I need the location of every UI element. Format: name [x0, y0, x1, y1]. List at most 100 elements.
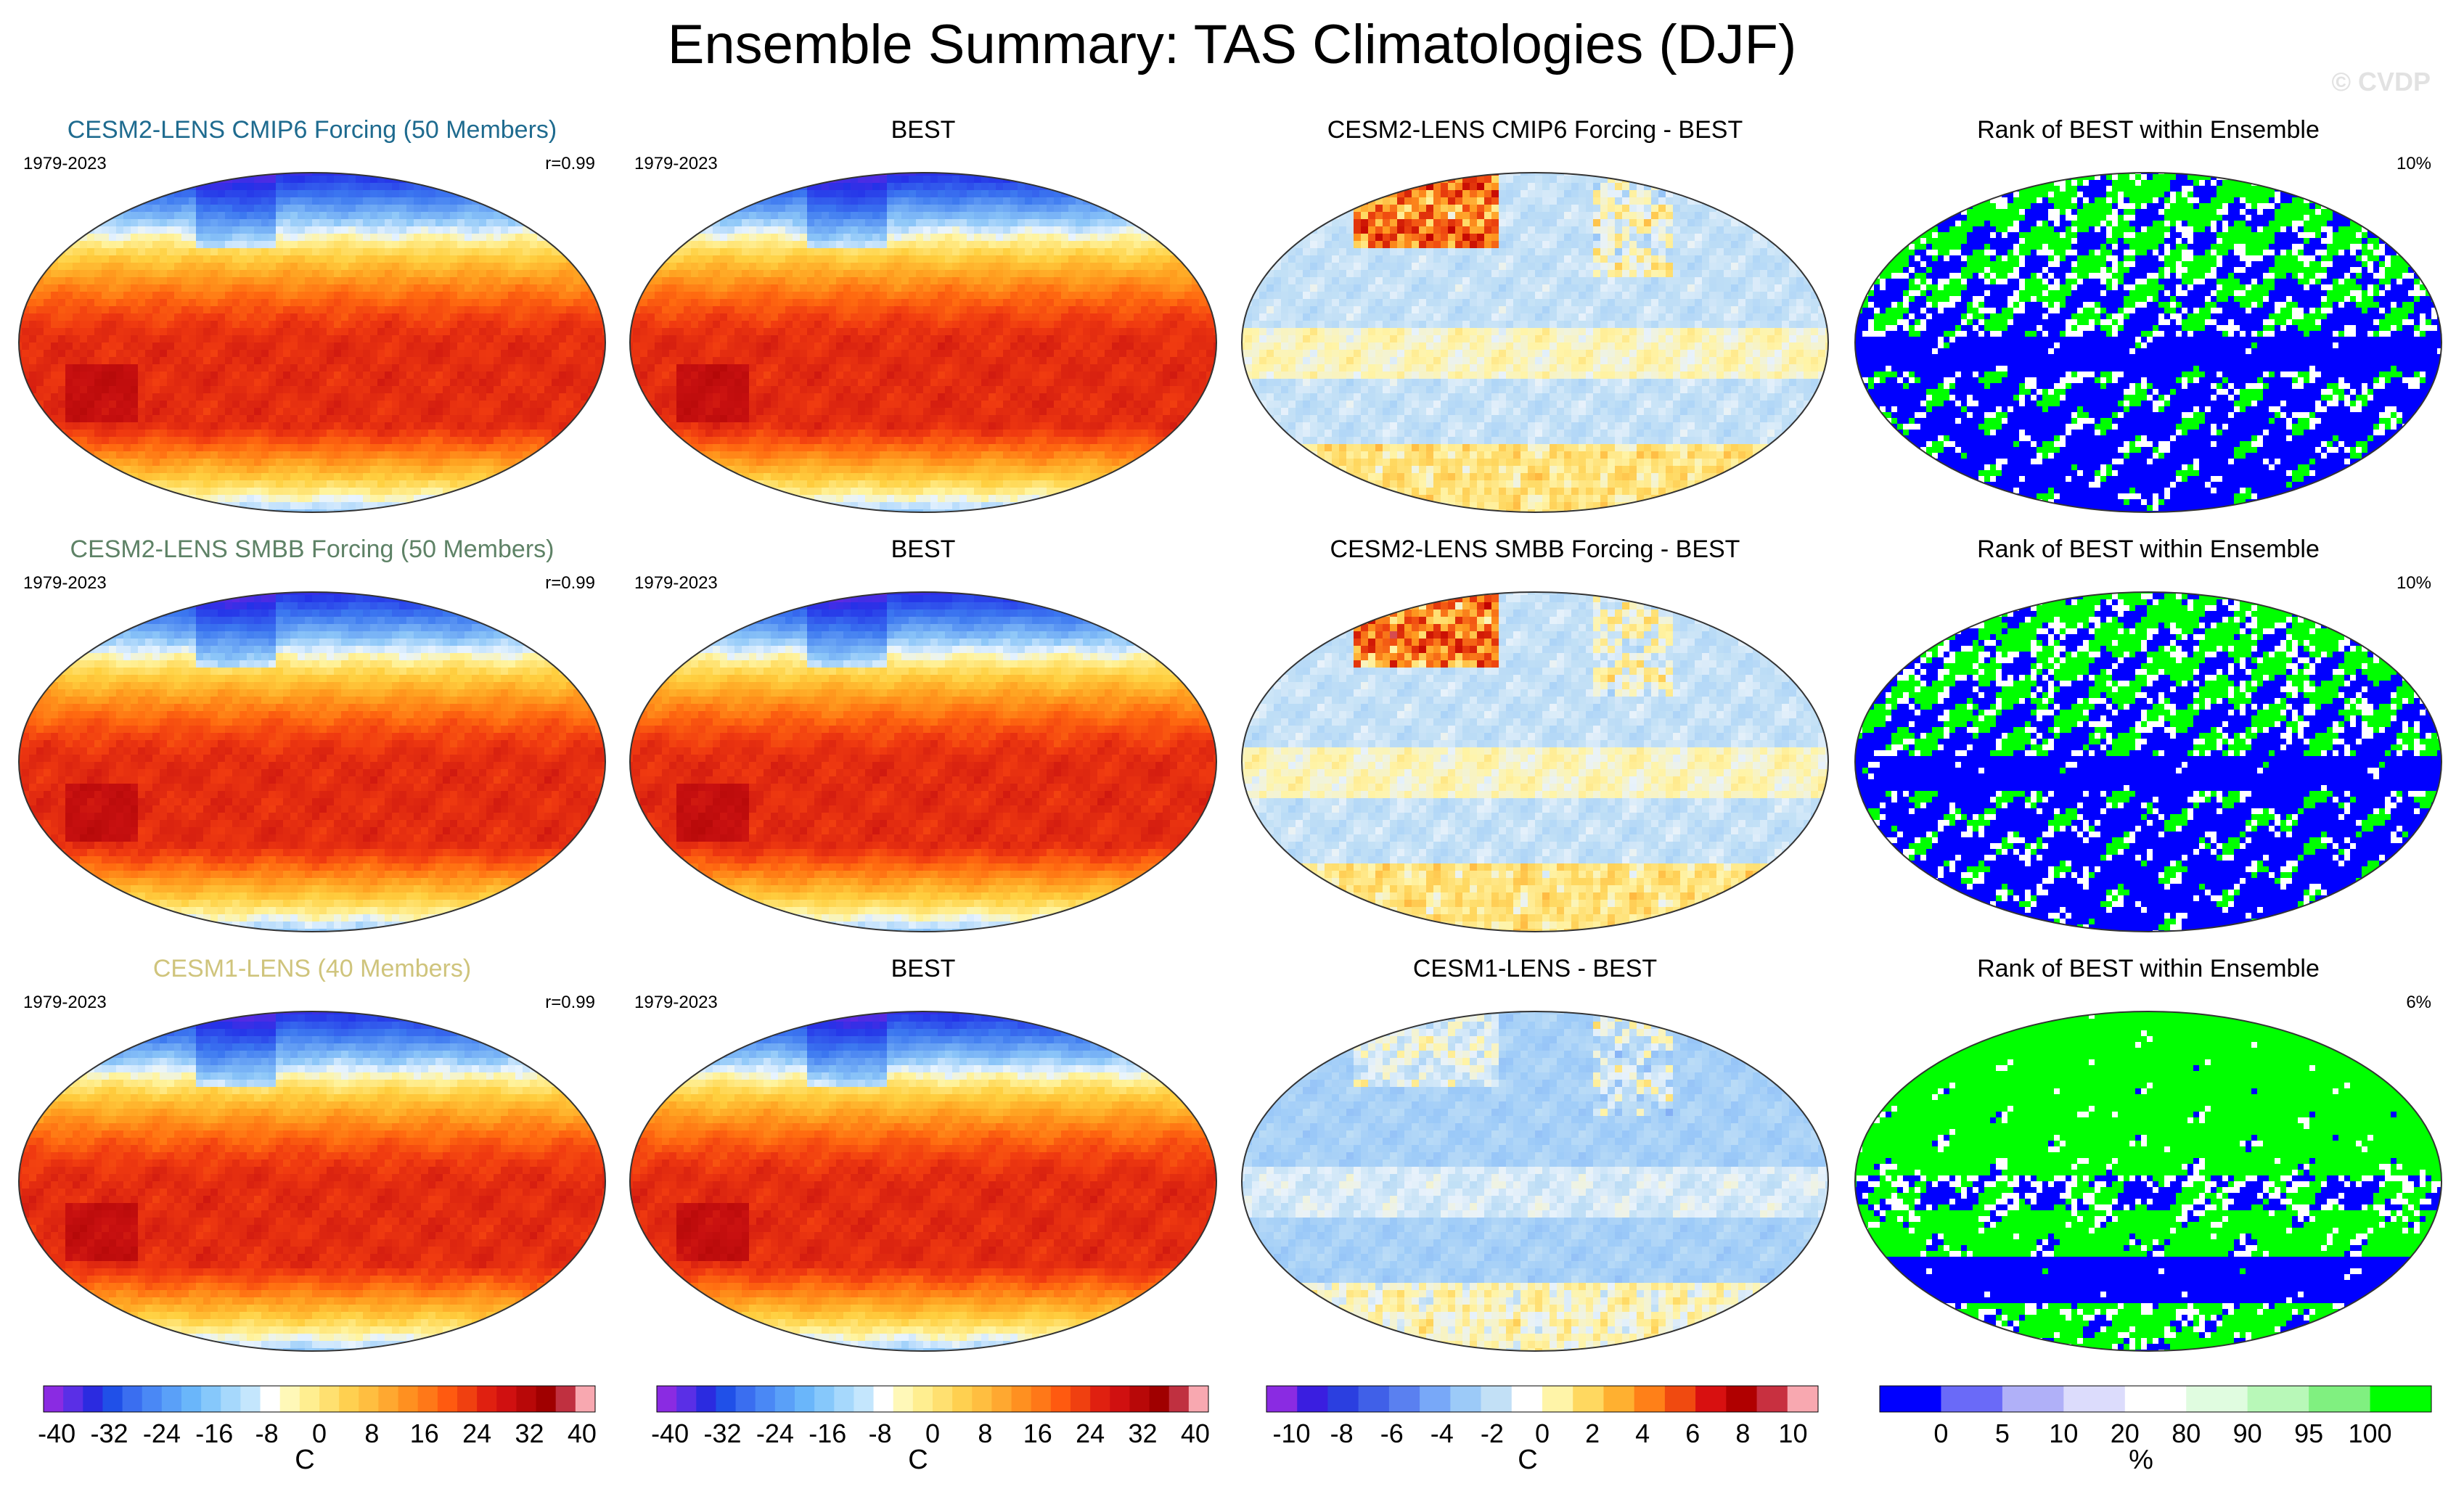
- colorbar-swatch: [2063, 1386, 2126, 1412]
- globe-outline: [629, 172, 1217, 513]
- globe-map: [1241, 1011, 1829, 1352]
- colorbar-tick-label: 20: [2111, 1419, 2140, 1448]
- colorbar-swatch: [63, 1386, 83, 1412]
- colorbar-tick-label: 24: [462, 1419, 491, 1448]
- globe-map: [1854, 172, 2442, 513]
- panel-period: 1979-2023: [634, 993, 718, 1013]
- colorbar-swatch: [1573, 1386, 1604, 1412]
- colorbar-swatch: [1149, 1386, 1170, 1412]
- colorbar-tick-label: 80: [2172, 1419, 2201, 1448]
- colorbar-swatch: [1071, 1386, 1091, 1412]
- globe-outline: [1854, 1011, 2442, 1352]
- colorbar-swatch: [814, 1386, 835, 1412]
- panel-stat: 6%: [2406, 993, 2431, 1013]
- colorbar-swatch: [657, 1386, 677, 1412]
- colorbar-tick-label: 90: [2233, 1419, 2262, 1448]
- map-panel-r3-c4: Rank of BEST within Ensemble 6%: [1851, 955, 2446, 1361]
- colorbar-tick-label: 95: [2294, 1419, 2323, 1448]
- colorbar-tick-label: 8: [1735, 1419, 1750, 1448]
- panel-title: CESM2-LENS CMIP6 Forcing - BEST: [1237, 116, 1833, 144]
- colorbar-tick-label: 10: [1778, 1419, 1807, 1448]
- colorbar-swatch: [1090, 1386, 1110, 1412]
- panel-title: CESM2-LENS SMBB Forcing (50 Members): [15, 535, 610, 564]
- panel-title: CESM2-LENS SMBB Forcing - BEST: [1237, 535, 1833, 564]
- colorbar-swatch: [221, 1386, 241, 1412]
- globe-outline: [18, 1011, 606, 1352]
- colorbar-swatch: [1695, 1386, 1727, 1412]
- colorbar-tick-label: -24: [756, 1419, 794, 1448]
- colorbar-swatch: [437, 1386, 458, 1412]
- panel-period: 1979-2023: [634, 154, 718, 174]
- colorbar-swatch: [1388, 1386, 1420, 1412]
- colorbar-tick-label: 0: [1535, 1419, 1550, 1448]
- colorbar-tick-label: 4: [1635, 1419, 1650, 1448]
- globe-outline: [629, 1011, 1217, 1352]
- colorbar-tick-label: 6: [1685, 1419, 1700, 1448]
- globe-map: [18, 1011, 606, 1352]
- globe-map: [1241, 172, 1829, 513]
- colorbar-tick-label: 0: [925, 1419, 940, 1448]
- watermark-text: © CVDP: [2331, 67, 2431, 97]
- temperature-colorbar: -40 -32 -24 -16 -8 0 8 16 24 32 40 C: [651, 1385, 1210, 1473]
- map-panel-r3-c3: CESM1-LENS - BEST: [1237, 955, 1833, 1361]
- panel-stat: 10%: [2397, 154, 2431, 174]
- colorbar-swatch: [122, 1386, 143, 1412]
- panel-stat: r=0.99: [545, 993, 595, 1013]
- colorbar-tick-label: -40: [38, 1419, 75, 1448]
- colorbar-swatch: [1188, 1386, 1209, 1412]
- colorbar-swatch: [834, 1386, 854, 1412]
- colorbar-swatch: [696, 1386, 716, 1412]
- colorbar-tick-label: 40: [568, 1419, 597, 1448]
- colorbar-swatch: [2002, 1386, 2064, 1412]
- colorbar-swatch: [319, 1386, 340, 1412]
- colorbar-tick-label: -8: [869, 1419, 892, 1448]
- colorbar-swatch: [1266, 1386, 1298, 1412]
- globe-map: [629, 172, 1217, 513]
- colorbar-swatch: [339, 1386, 359, 1412]
- map-panel-r2-c2: BEST 1979-2023: [626, 535, 1221, 942]
- panel-stat: r=0.99: [545, 154, 595, 174]
- colorbar-swatch: [1634, 1386, 1666, 1412]
- colorbar-tick-label: 16: [1023, 1419, 1052, 1448]
- map-panel-r2-c3: CESM2-LENS SMBB Forcing - BEST: [1237, 535, 1833, 942]
- colorbar-unit: C: [295, 1445, 314, 1473]
- globe-map: [629, 1011, 1217, 1352]
- globe-outline: [1241, 591, 1829, 932]
- colorbar-swatch: [972, 1386, 992, 1412]
- colorbar-unit: C: [908, 1445, 928, 1473]
- colorbar-swatch: [755, 1386, 776, 1412]
- colorbar-tick-label: 32: [515, 1419, 544, 1448]
- colorbar-swatch: [1168, 1386, 1190, 1412]
- colorbar-swatch: [161, 1386, 182, 1412]
- colorbar-swatch: [181, 1386, 202, 1412]
- panel-period: 1979-2023: [23, 154, 107, 174]
- colorbar-tick-label: -6: [1380, 1419, 1404, 1448]
- panel-period: 1979-2023: [23, 573, 107, 594]
- colorbar-swatch: [854, 1386, 875, 1412]
- colorbar-swatch: [457, 1386, 478, 1412]
- map-panel-r1-c3: CESM2-LENS CMIP6 Forcing - BEST: [1237, 116, 1833, 522]
- globe-outline: [1241, 1011, 1829, 1352]
- map-panel-r2-c4: Rank of BEST within Ensemble 10%: [1851, 535, 2446, 942]
- colorbar-swatch: [1031, 1386, 1052, 1412]
- colorbar-swatch: [991, 1386, 1012, 1412]
- colorbar-swatch: [378, 1386, 399, 1412]
- colorbar-tick-label: 0: [1933, 1419, 1948, 1448]
- map-panel-r1-c2: BEST 1979-2023: [626, 116, 1221, 522]
- colorbar-tick-label: -16: [195, 1419, 233, 1448]
- colorbar-swatch: [1726, 1386, 1758, 1412]
- colorbar-swatch: [1327, 1386, 1359, 1412]
- colorbar-tick-label: 5: [1995, 1419, 2010, 1448]
- colorbar-swatch: [260, 1386, 281, 1412]
- colorbar-swatch: [417, 1386, 438, 1412]
- globe-outline: [18, 591, 606, 932]
- globe-map: [1854, 1011, 2442, 1352]
- globe-map: [18, 172, 606, 513]
- colorbar-swatch: [1050, 1386, 1071, 1412]
- colorbar-swatch: [1110, 1386, 1130, 1412]
- colorbar-swatch: [201, 1386, 221, 1412]
- colorbar-swatch: [676, 1386, 697, 1412]
- panel-title: BEST: [626, 535, 1221, 564]
- colorbar-swatch: [1129, 1386, 1150, 1412]
- colorbar-tick-label: 8: [364, 1419, 379, 1448]
